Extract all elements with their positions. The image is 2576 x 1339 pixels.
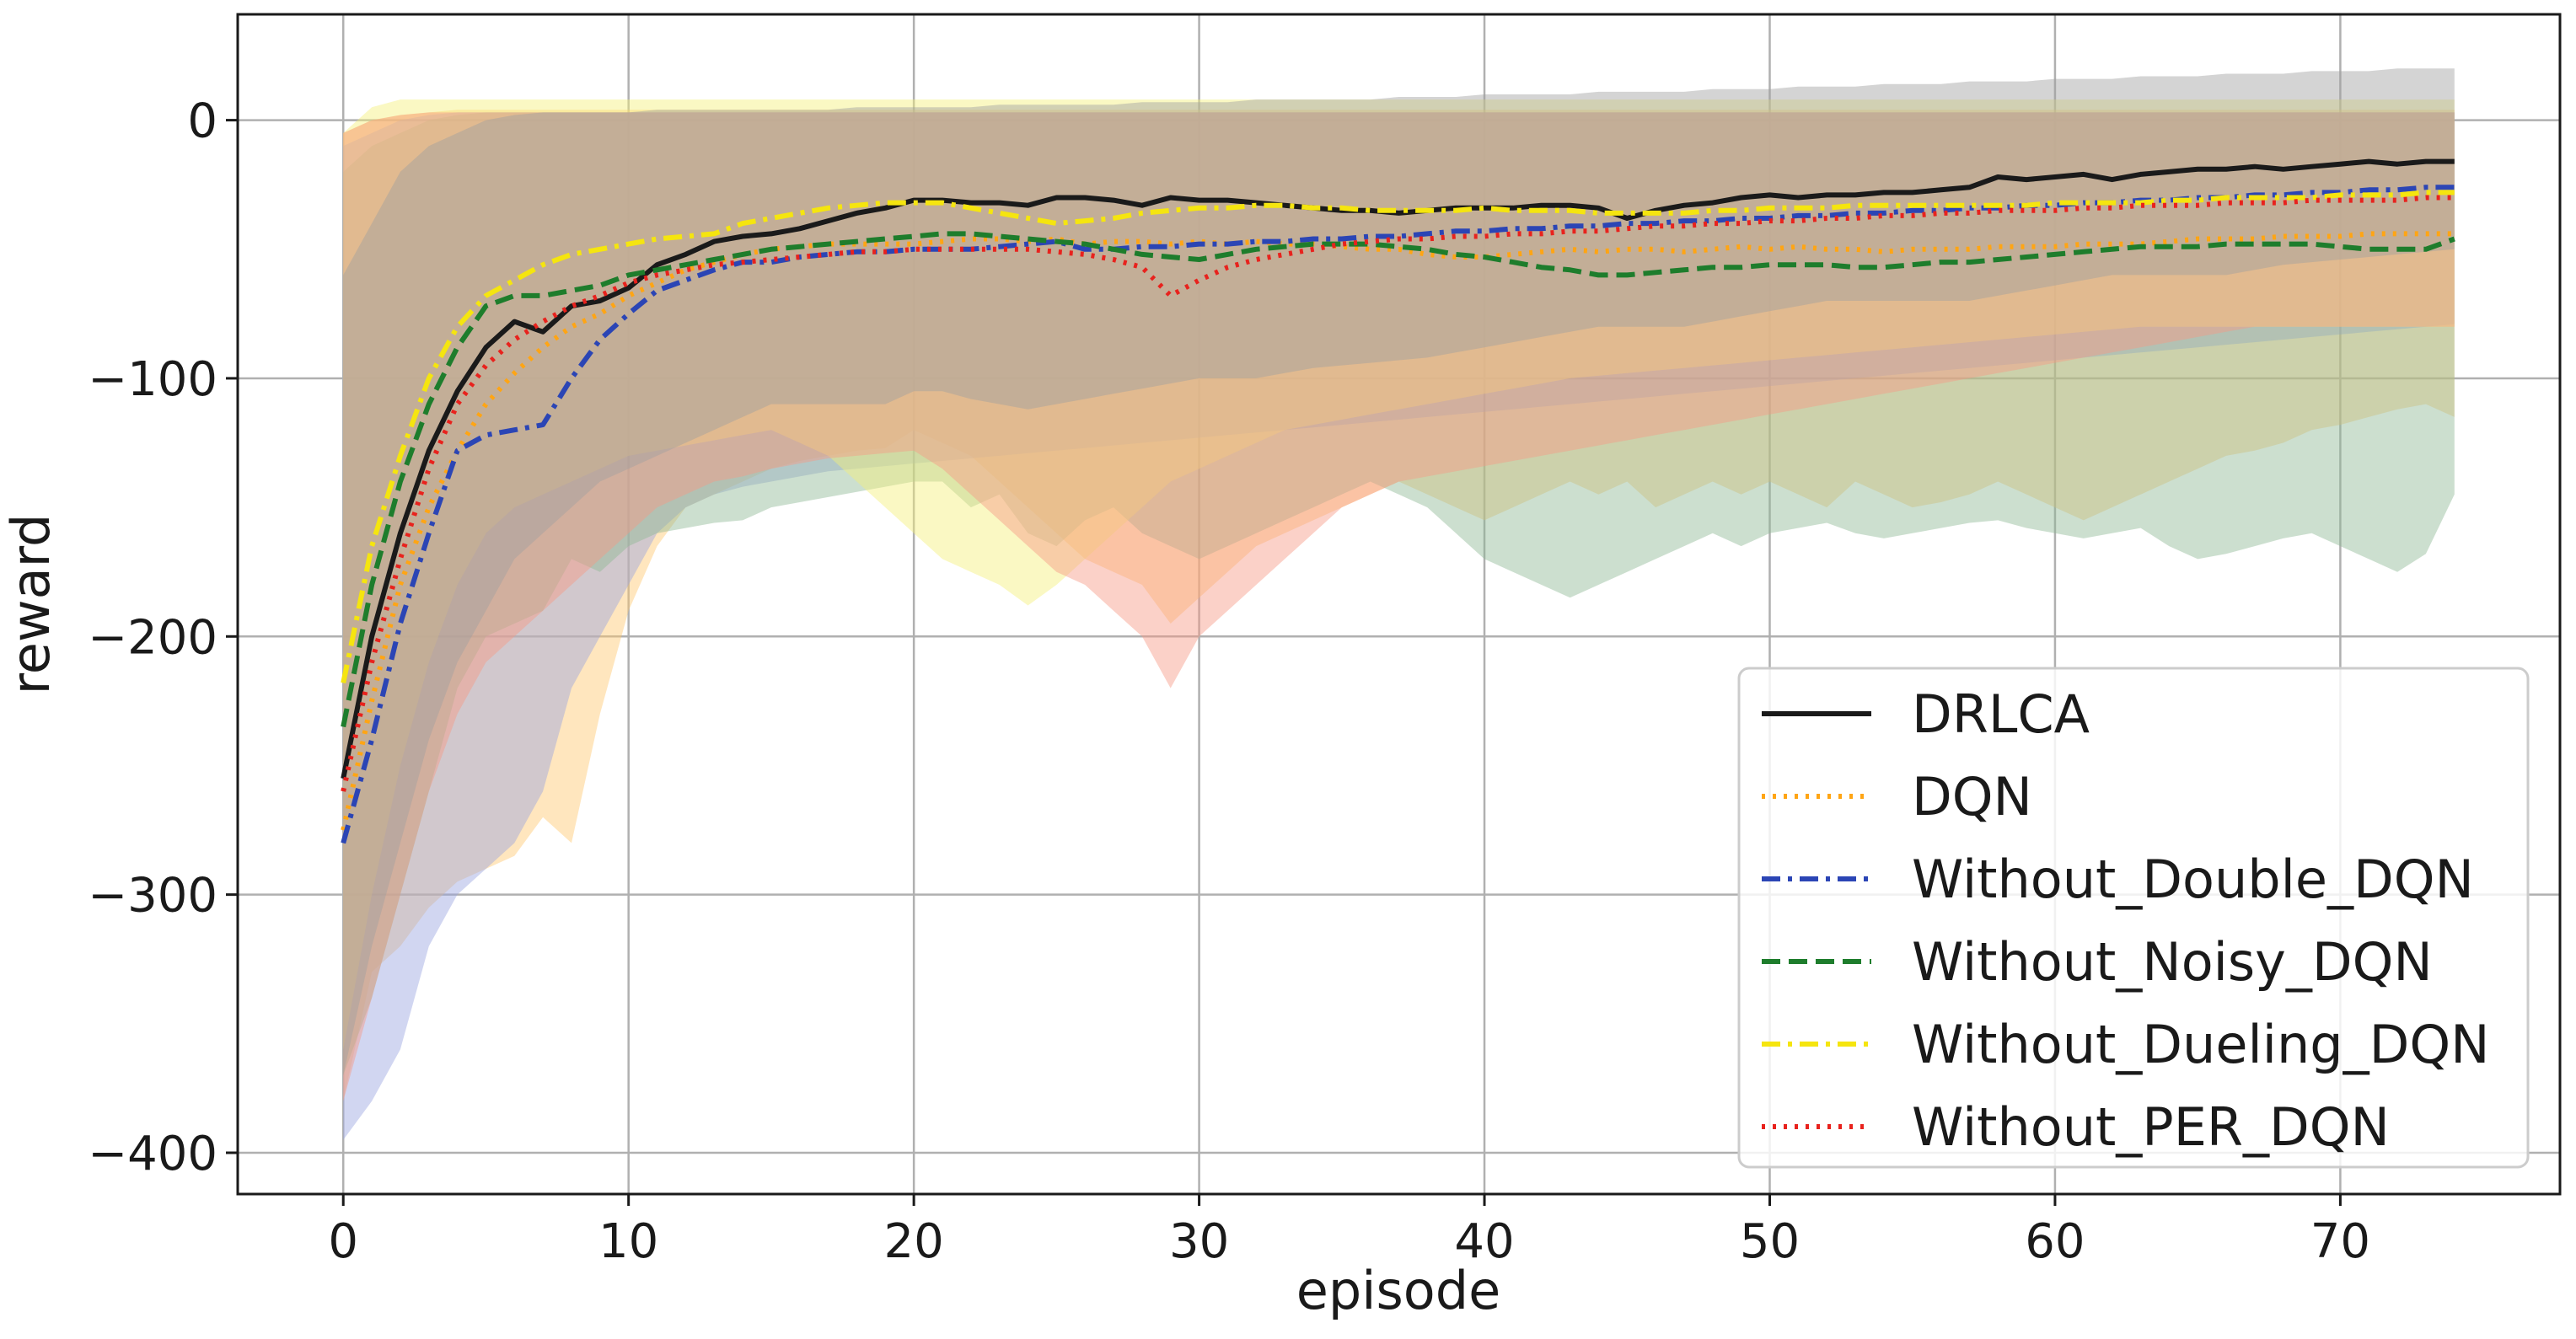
x-tick-label: 40 [1454,1214,1514,1269]
x-tick-label: 50 [1740,1214,1800,1269]
series-line-without-per-dqn [341,195,2455,792]
axis-ticks: 0 10 20 30 40 50 60 70 0 −100 −200 −300 −400 [88,94,2370,1269]
band-dqn [343,110,2455,1101]
legend-label: DQN [1912,766,2032,828]
band-drlca [343,68,2455,1076]
y-tick-label: 0 [187,94,217,149]
std-bands [343,68,2455,1140]
series-line-dqn [341,231,2455,831]
legend-box [1737,667,2530,1169]
x-tick-label: 30 [1169,1214,1229,1269]
legend-label: Without_Double_DQN [1912,849,2474,910]
x-tick-label: 20 [883,1214,943,1269]
band-without-noisy-dqn [343,112,2455,1076]
x-tick-label: 70 [2310,1214,2370,1269]
plot-frame [236,13,2562,1196]
x-tick-label: 0 [328,1214,358,1269]
y-tick-label: −100 [88,352,217,407]
legend-label: DRLCA [1912,683,2090,745]
legend: DRLCA DQN Without_Double_DQN Without_Noisy_… [1737,667,2530,1169]
legend-label: Without_PER_DQN [1912,1096,2390,1158]
series-line-drlca [341,158,2455,779]
series-lines [341,158,2455,844]
y-tick-label: −200 [88,610,217,665]
y-tick-label: −400 [88,1127,217,1181]
band-without-per-dqn [343,112,2455,1101]
band-without-double-dqn [343,112,2455,1140]
y-tick-label: −300 [88,869,217,924]
band-without-dueling-dqn [343,99,2455,1050]
legend-label: Without_Dueling_DQN [1912,1014,2490,1075]
legend-label: Without_Noisy_DQN [1912,931,2433,993]
x-tick-label: 10 [598,1214,658,1269]
x-tick-label: 60 [2025,1214,2085,1269]
x-axis-label: episode [1296,1260,1500,1321]
y-axis-label: reward [0,514,62,695]
grid-lines [238,14,2560,1194]
series-line-without-noisy-dqn [341,231,2455,728]
series-line-without-dueling-dqn [341,190,2455,684]
